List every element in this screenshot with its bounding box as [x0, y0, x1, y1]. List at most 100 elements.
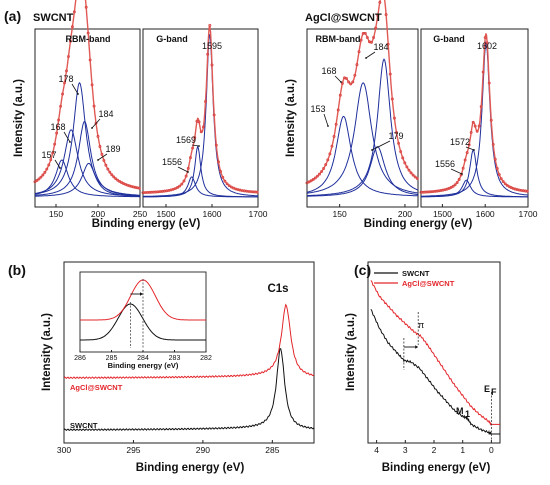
legend-label-swcnt: SWCNT	[402, 269, 430, 278]
data-point	[353, 73, 357, 77]
data-point	[210, 63, 214, 67]
fit-component-1602	[421, 40, 529, 197]
x-tick-label: 150	[49, 209, 63, 219]
data-point	[255, 190, 259, 194]
data-point	[311, 178, 315, 181]
data-point	[465, 151, 469, 155]
band-title-rbm-1: RBM-band	[66, 34, 111, 44]
data-point	[212, 113, 216, 117]
data-point	[204, 100, 207, 103]
data-point	[208, 23, 212, 27]
peak-label-1602: 1602	[477, 41, 497, 51]
inset-tick-label: 286	[74, 355, 86, 362]
data-point	[455, 181, 459, 185]
inset-x-axis-label: Binding energy (eV)	[108, 361, 179, 370]
fit-envelope	[34, 0, 141, 189]
data-point	[463, 158, 467, 162]
data-point	[180, 182, 184, 186]
peak-label-168-arrowhead	[69, 141, 71, 143]
data-point	[70, 25, 74, 29]
data-point	[193, 136, 197, 139]
band-title-g-2: G-band	[433, 34, 465, 44]
x-tick-label: 1600	[476, 209, 495, 219]
data-point	[401, 156, 405, 160]
data-point	[313, 176, 317, 180]
y-axis-label-a-left: Intensity (a.u.)	[13, 79, 25, 157]
data-point	[63, 81, 66, 85]
data-point	[505, 183, 509, 187]
data-point	[415, 177, 419, 181]
x-tick-label: 1700	[249, 209, 268, 219]
plot-frame	[142, 28, 259, 208]
data-point	[390, 97, 394, 101]
data-point	[483, 36, 487, 39]
data-point	[501, 180, 505, 184]
fit-component-168	[306, 82, 419, 194]
x-tick-label-b: 290	[196, 445, 210, 455]
data-point	[499, 177, 503, 181]
data-point	[359, 38, 363, 42]
data-point	[328, 152, 332, 156]
peak-label-184-arrowhead	[91, 127, 93, 129]
fit-envelope	[306, 0, 419, 184]
y-axis-label-a-right: Intensity (a.u.)	[285, 79, 297, 157]
data-point	[347, 80, 351, 84]
data-point	[68, 39, 72, 43]
data-point	[395, 131, 398, 134]
data-point	[33, 180, 37, 184]
x-axis-label-b: Binding energy (eV)	[136, 462, 245, 474]
data-point	[324, 163, 328, 167]
x-axis-label-a-left: Binding energy (eV)	[92, 218, 201, 230]
data-point	[503, 182, 507, 186]
peak-label-157-arrow	[54, 159, 61, 169]
annotation-m-subscript: 1	[465, 409, 470, 419]
peak-label-178-arrowhead	[77, 93, 79, 95]
data-point	[334, 122, 338, 126]
data-point	[473, 124, 477, 128]
annotation-m: M	[456, 406, 464, 416]
data-point	[188, 156, 192, 160]
x-tick-label: 250	[133, 209, 147, 219]
series-line-agcl-c	[370, 280, 500, 426]
data-point	[351, 80, 355, 84]
x-tick-label: 150	[333, 209, 347, 219]
data-point	[191, 146, 195, 150]
plot-frame	[420, 28, 529, 208]
peak-label-189-arrow	[97, 153, 108, 161]
inset-tick-label: 284	[137, 355, 149, 362]
plot-frame	[34, 28, 141, 208]
data-point	[88, 58, 92, 62]
legend-label-agcl: AgCl@SWCNT	[402, 279, 455, 288]
data-point	[399, 150, 403, 153]
data-point	[355, 63, 359, 67]
data-point	[320, 170, 324, 173]
data-point	[137, 186, 141, 190]
data-point	[225, 182, 229, 186]
peak-label-153-arrow	[323, 113, 329, 127]
fit-component-1595	[143, 34, 258, 197]
x-tick-label: 200	[91, 209, 105, 219]
annotation-pi: π	[418, 320, 424, 330]
data-point	[100, 152, 104, 156]
data-point	[104, 163, 108, 167]
data-point	[219, 169, 223, 173]
series-label-swcnt-b: SWCNT	[70, 421, 98, 430]
data-point	[53, 142, 57, 146]
y-axis-label-b: Intensity (a.u.)	[41, 313, 53, 391]
data-point	[199, 130, 203, 134]
series-line-swcnt-c	[370, 308, 500, 436]
data-point	[92, 104, 96, 108]
data-point	[411, 173, 415, 177]
data-point	[178, 184, 182, 188]
x-tick-label-c: 1	[460, 445, 465, 455]
data-point	[330, 144, 334, 148]
peak-label-178-arrow	[71, 83, 79, 95]
fit-component-157	[34, 159, 140, 198]
data-point	[489, 118, 493, 122]
data-point	[84, 5, 88, 9]
peak-label-153-arrowhead	[327, 125, 329, 127]
data-point	[485, 41, 489, 45]
data-point	[55, 131, 59, 135]
data-point	[94, 121, 98, 125]
data-point	[479, 105, 483, 109]
